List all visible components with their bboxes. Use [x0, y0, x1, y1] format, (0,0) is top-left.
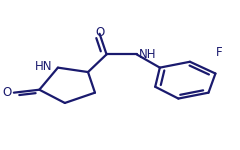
- Text: O: O: [95, 26, 104, 39]
- Text: O: O: [2, 86, 12, 99]
- Text: F: F: [216, 46, 222, 59]
- Text: NH: NH: [139, 48, 156, 61]
- Text: HN: HN: [35, 60, 52, 73]
